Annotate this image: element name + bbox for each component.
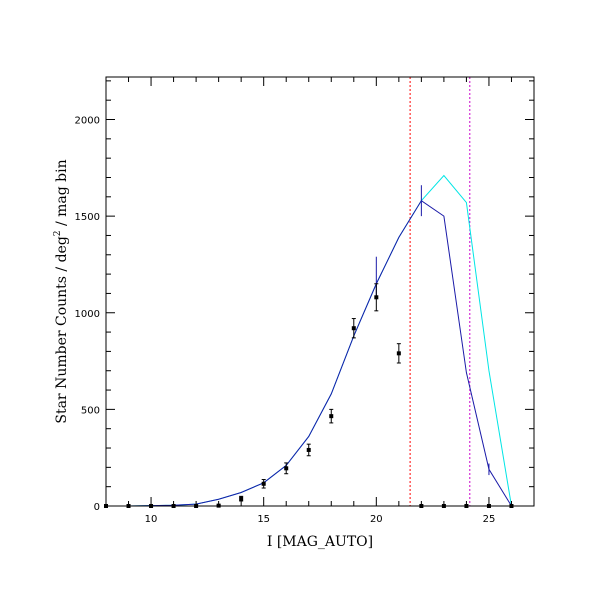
- model-count-line: [106, 174, 512, 507]
- data-point: [351, 326, 356, 331]
- y-tick-label: 500: [81, 405, 100, 416]
- x-tick-label: 10: [145, 514, 158, 525]
- model-count-line: [106, 199, 512, 507]
- y-tick-label: 1500: [75, 212, 100, 223]
- y-axis-label-sup: 2: [53, 230, 63, 236]
- data-point: [261, 481, 266, 486]
- y-axis-label: Star Number Counts / deg2 / mag bin: [53, 159, 70, 423]
- x-tick-label: 20: [370, 514, 383, 525]
- x-axis-label: I [MAG_AUTO]: [267, 534, 373, 550]
- axis-ticks: [105, 77, 535, 507]
- y-axis-label-main: Star Number Counts / deg: [54, 236, 70, 423]
- plot-frame: [105, 76, 535, 507]
- data-point: [329, 414, 334, 419]
- tick-labels: 10 15 20 25 0 500 1000 1500 2000: [75, 116, 496, 525]
- data-point: [374, 295, 379, 300]
- y-tick-label: 2000: [75, 116, 100, 127]
- x-tick-label: 25: [483, 514, 496, 525]
- plot-area: [104, 77, 514, 508]
- y-tick-label: 0: [94, 502, 100, 513]
- x-tick-label: 15: [257, 514, 270, 525]
- data-point: [284, 466, 289, 471]
- y-axis-label-suffix: / mag bin: [54, 159, 70, 230]
- data-point: [396, 351, 401, 356]
- data-point: [239, 496, 244, 501]
- data-point: [306, 447, 311, 452]
- y-tick-label: 1000: [75, 309, 100, 320]
